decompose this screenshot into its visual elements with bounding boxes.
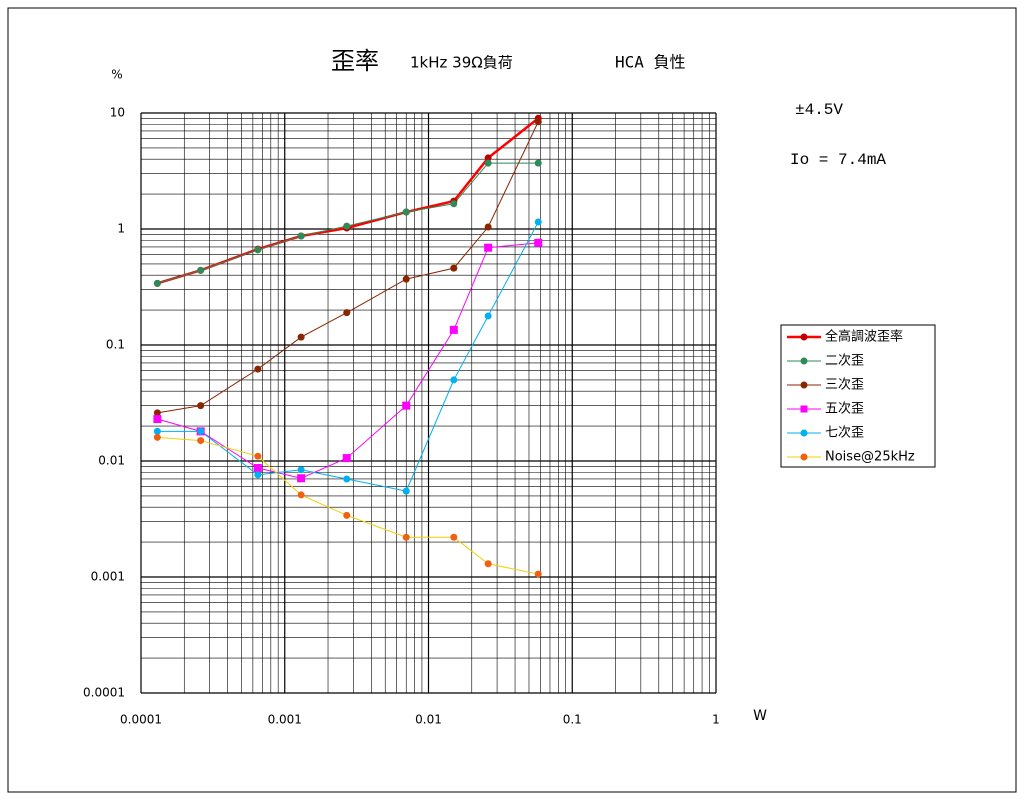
marker (534, 118, 542, 126)
legend-label: 全高調波歪率 (825, 329, 903, 345)
marker (800, 381, 808, 389)
marker (800, 453, 808, 461)
marker (197, 427, 205, 435)
x-tick-label: 1 (712, 713, 720, 727)
marker (402, 208, 410, 216)
marker (297, 491, 305, 499)
marker (343, 309, 351, 317)
y-tick-label: 0.001 (91, 570, 125, 584)
annotation: ±4.5V (795, 101, 843, 119)
y-tick-label: 1 (117, 222, 125, 236)
y-tick-label: 10 (110, 106, 125, 120)
legend-label: 五次歪 (825, 401, 864, 417)
marker (450, 200, 458, 208)
marker (450, 264, 458, 272)
x-axis-label: W (753, 708, 767, 724)
marker (297, 333, 305, 341)
x-tick-label: 0.001 (268, 713, 302, 727)
marker (484, 154, 492, 162)
marker (484, 312, 492, 320)
marker (484, 243, 493, 252)
legend-label: Noise@25kHz (825, 450, 915, 465)
y-axis-label: % (111, 68, 122, 82)
x-tick-label: 0.01 (415, 713, 442, 727)
marker (800, 357, 808, 365)
marker (484, 223, 492, 231)
marker (297, 466, 305, 474)
y-tick-label: 0.01 (98, 454, 125, 468)
marker (153, 415, 162, 424)
marker (800, 429, 808, 437)
chart-title: 歪率 (331, 47, 379, 75)
marker (197, 402, 205, 410)
marker (534, 238, 543, 247)
x-tick-label: 0.0001 (120, 713, 162, 727)
legend-label: 二次歪 (825, 353, 864, 369)
annotation: Io = 7.4mA (790, 151, 886, 169)
marker (402, 275, 410, 283)
marker (153, 427, 161, 435)
marker (197, 266, 205, 274)
marker (297, 232, 305, 240)
marker (450, 533, 458, 541)
marker (449, 325, 458, 334)
chart-subtitle: 1kHz 39Ω負荷 (410, 54, 513, 72)
marker (343, 475, 351, 483)
marker (254, 246, 262, 254)
marker (484, 560, 492, 568)
marker (197, 437, 205, 445)
marker (153, 279, 161, 287)
marker (450, 376, 458, 384)
marker (534, 159, 542, 167)
marker (254, 365, 262, 373)
marker (484, 159, 492, 167)
marker (800, 405, 808, 413)
marker (534, 218, 542, 226)
marker (253, 464, 262, 473)
legend-label: 三次歪 (825, 377, 864, 393)
marker (153, 433, 161, 441)
annotation: HCA 負性 (615, 53, 686, 72)
marker (254, 471, 262, 479)
marker (402, 401, 411, 410)
legend-box (780, 324, 936, 468)
marker (153, 409, 161, 417)
y-tick-label: 0.0001 (83, 686, 125, 700)
marker (342, 454, 351, 463)
legend-label: 七次歪 (825, 425, 864, 441)
marker (343, 222, 351, 230)
marker (402, 533, 410, 541)
x-tick-label: 0.1 (563, 713, 582, 727)
marker (343, 511, 351, 519)
y-tick-label: 0.1 (106, 338, 125, 352)
marker (402, 487, 410, 495)
marker (534, 570, 542, 578)
marker (297, 474, 306, 483)
marker (254, 452, 262, 460)
marker (800, 333, 808, 341)
